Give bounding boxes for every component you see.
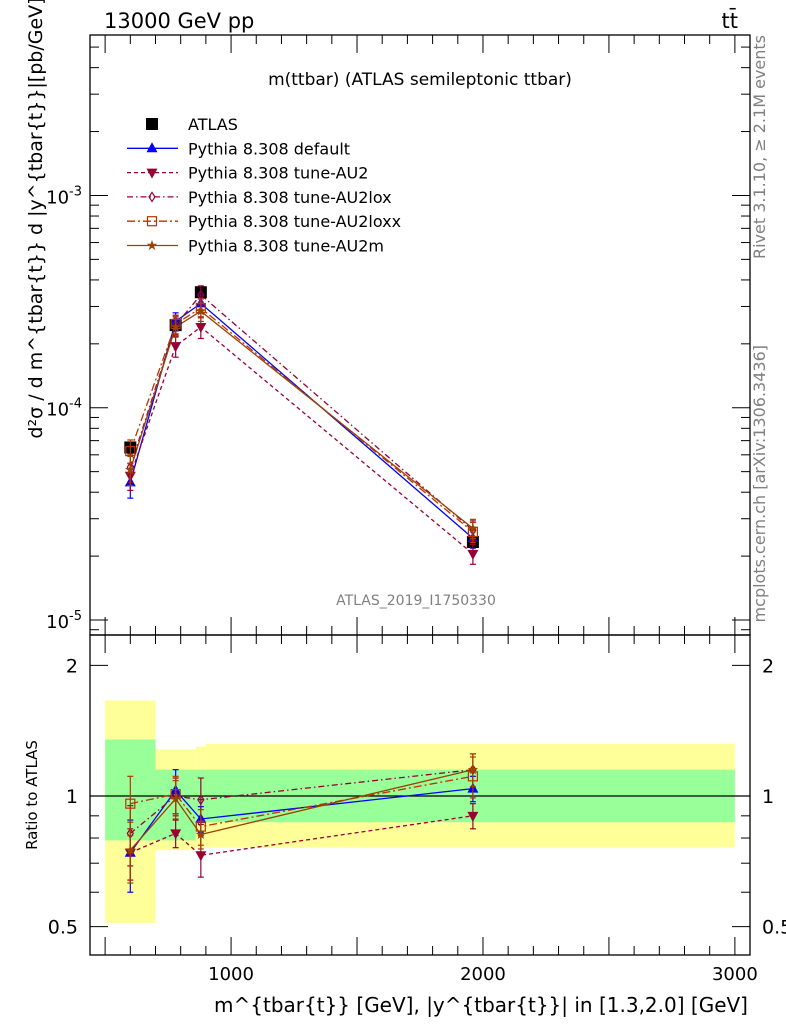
ratio-series-lines [129,769,474,856]
ratio-point [195,851,207,862]
data-point [170,321,181,332]
ratio-line-0 [129,787,473,854]
data-point [467,549,479,560]
ratio-point [125,844,136,855]
ratio-y-tick-label: 1 [66,786,78,808]
legend-marker [146,142,158,153]
plot-title: m(ttbar) (ATLAS semileptonic ttbar) [268,70,572,90]
y-tick-label: 10-5 [46,609,82,633]
legend-marker [148,191,156,203]
series-line-4 [129,307,474,533]
rivet-label: Rivet 3.1.10, ≥ 2.1M events [750,35,769,259]
ratio-line-2 [129,769,473,834]
legend-marker [146,240,158,250]
ratio-point [170,793,181,804]
x-tick-label: 3000 [712,964,758,985]
ratio-point [170,829,182,840]
series-line-1 [129,302,474,539]
legend-marker [146,118,158,130]
series-line-2 [129,326,474,555]
mcplots-label: mcplots.cern.ch [arXiv:1306.3436] [750,345,769,622]
data-point [125,445,136,457]
ratio-y-tick-label: 0.5 [762,917,786,939]
y-axis-label-main: d²σ / d m^{tbar{t}} d |y^{tbar{t}}|[pb/G… [25,0,47,439]
ratio-bands [90,700,750,923]
data-point [467,522,479,533]
ratio-frame [89,634,751,956]
x-tick-label: 2000 [460,964,506,985]
main-series-lines [129,293,474,555]
legend-label: Pythia 8.308 default [188,139,350,158]
y-tick-label: 10-4 [46,397,82,421]
ratio-line-4 [129,769,474,851]
ratio-line-1 [130,815,473,856]
legend-label: Pythia 8.308 tune-AU2lox [188,188,392,207]
header-left: 13000 GeV pp [104,9,254,33]
ratio-point [467,764,479,775]
series-line-5 [129,310,474,529]
data-point [195,305,207,316]
ratio-point [197,794,205,806]
ratio-point [125,798,136,809]
watermark: ATLAS_2019_I1750330 [336,593,496,609]
main-axes: 10-5 10-4 10-3 [46,35,750,635]
x-axis-label: m^{tbar{t}} [GeV], |y^{tbar{t}}| in [1.3… [214,993,748,1017]
y-axis-label-ratio: Ratio to ATLAS [23,740,41,850]
header-right: tt̄ [722,8,738,33]
ratio-y-tick-label: 1 [762,786,774,808]
ratio-point [467,811,479,822]
series-line-3 [129,293,474,531]
y-tick-label: 10-3 [46,184,82,208]
ratio-series-markers [124,753,479,893]
data-point [125,464,136,475]
ratio-axes: 1000 2000 3000 0.5 0.5 1 1 2 2 [48,635,786,985]
legend: ATLAS Pythia 8.308 default Pythia 8.308 tu… [127,115,401,256]
legend-label: ATLAS [188,115,238,134]
data-point [170,342,182,353]
ratio-point [195,829,207,839]
data-point [195,323,207,334]
main-series-markers [124,285,479,565]
legend-label: Pythia 8.308 tune-AU2m [188,237,384,256]
ratio-panel: 1000 2000 3000 0.5 0.5 1 1 2 2 Ratio to ATLAS [23,634,786,985]
legend-label: Pythia 8.308 tune-AU2loxx [188,212,401,231]
legend-label: Pythia 8.308 tune-AU2 [188,164,368,183]
ratio-y-tick-label: 2 [66,655,78,677]
x-tick-label: 1000 [208,964,254,985]
main-panel: 10-5 10-4 10-3 m(ttbar) (ATLAS semileptoni… [25,0,751,636]
ratio-y-tick-label: 0.5 [48,917,78,939]
legend-marker [146,168,158,179]
ratio-y-tick-label: 2 [762,655,774,677]
legend-marker [146,216,158,227]
